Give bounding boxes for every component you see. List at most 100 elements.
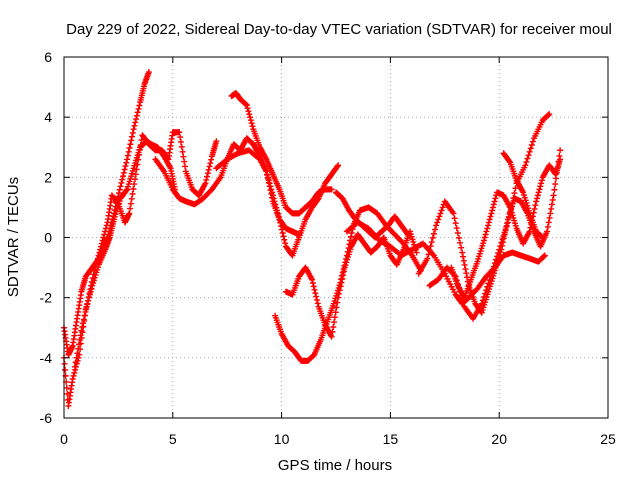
data-point bbox=[438, 207, 445, 214]
data-point bbox=[491, 260, 498, 267]
data-point bbox=[545, 111, 552, 118]
data-point bbox=[459, 249, 466, 256]
data-point bbox=[96, 249, 103, 256]
data-point bbox=[116, 186, 123, 193]
data-point bbox=[131, 122, 138, 129]
data-point bbox=[482, 231, 489, 238]
data-point bbox=[134, 161, 141, 168]
data-point bbox=[74, 350, 81, 357]
data-point bbox=[130, 185, 137, 192]
data-point bbox=[453, 225, 460, 232]
data-point bbox=[427, 243, 434, 250]
data-point bbox=[275, 213, 282, 220]
data-point bbox=[534, 195, 541, 202]
data-point bbox=[181, 158, 188, 165]
data-point bbox=[502, 226, 509, 233]
data-point bbox=[127, 200, 134, 207]
data-point bbox=[247, 117, 254, 124]
data-point bbox=[330, 323, 337, 330]
data-point bbox=[544, 228, 551, 235]
data-point bbox=[487, 213, 494, 220]
data-point bbox=[538, 233, 545, 240]
data-point bbox=[551, 186, 558, 193]
data-point bbox=[523, 158, 530, 165]
data-point bbox=[94, 255, 101, 262]
data-point bbox=[120, 173, 127, 180]
data-point bbox=[510, 195, 517, 202]
data-point bbox=[123, 159, 130, 166]
data-point bbox=[276, 216, 283, 223]
data-point bbox=[73, 354, 80, 361]
data-point bbox=[425, 251, 432, 258]
data-point bbox=[485, 219, 492, 226]
data-point bbox=[455, 234, 462, 241]
y-axis-title: SDTVAR / TECUs bbox=[5, 177, 22, 297]
y-tick-label: 0 bbox=[44, 230, 52, 246]
data-point bbox=[424, 255, 431, 262]
data-point bbox=[328, 186, 335, 193]
data-point bbox=[544, 223, 551, 230]
data-point bbox=[69, 375, 76, 382]
data-point bbox=[122, 163, 129, 170]
data-point bbox=[269, 189, 276, 196]
data-point bbox=[88, 282, 95, 289]
data-point bbox=[277, 219, 284, 226]
data-point bbox=[498, 239, 505, 246]
data-point bbox=[335, 290, 342, 297]
data-point bbox=[133, 116, 140, 123]
data-point bbox=[490, 263, 497, 270]
data-point bbox=[436, 213, 443, 220]
data-point bbox=[71, 369, 78, 376]
data-point bbox=[202, 180, 209, 187]
data-point bbox=[314, 300, 321, 307]
data-point bbox=[484, 225, 491, 232]
data-point bbox=[123, 187, 130, 194]
data-point bbox=[75, 341, 82, 348]
data-point bbox=[182, 163, 189, 170]
data-point bbox=[127, 141, 134, 148]
data-point bbox=[243, 102, 250, 109]
data-point bbox=[70, 372, 77, 379]
data-point bbox=[481, 234, 488, 241]
data-point bbox=[213, 138, 220, 145]
data-point bbox=[129, 190, 136, 197]
data-point bbox=[89, 275, 96, 282]
data-point bbox=[439, 204, 446, 211]
data-point bbox=[486, 216, 493, 223]
data-point bbox=[208, 156, 215, 163]
x-axis-title: GPS time / hours bbox=[278, 457, 392, 474]
data-point bbox=[92, 264, 99, 271]
data-point bbox=[435, 216, 442, 223]
data-point bbox=[61, 360, 68, 367]
y-tick-label: 2 bbox=[44, 169, 52, 185]
data-point bbox=[93, 261, 100, 268]
data-point bbox=[119, 176, 126, 183]
data-point bbox=[279, 229, 286, 236]
data-point bbox=[454, 229, 461, 236]
data-point bbox=[272, 201, 279, 208]
data-point bbox=[179, 148, 186, 155]
data-point bbox=[526, 228, 533, 235]
data-point bbox=[488, 210, 495, 217]
data-point bbox=[129, 133, 135, 140]
data-point bbox=[462, 266, 469, 273]
chart-title: Day 229 of 2022, Sidereal Day-to-day VTE… bbox=[66, 21, 612, 38]
data-point bbox=[98, 240, 105, 247]
data-point bbox=[136, 146, 143, 153]
data-point bbox=[500, 232, 507, 239]
data-point bbox=[176, 129, 183, 136]
data-point bbox=[538, 177, 545, 184]
data-point bbox=[332, 309, 339, 316]
grid bbox=[64, 57, 608, 418]
data-point bbox=[348, 229, 355, 236]
data-point bbox=[133, 166, 140, 173]
data-point bbox=[63, 384, 70, 391]
series-track-b bbox=[61, 138, 178, 409]
y-tick-label: -6 bbox=[40, 410, 53, 426]
data-point bbox=[130, 126, 137, 133]
data-point bbox=[503, 222, 510, 229]
data-point bbox=[547, 210, 554, 217]
data-point bbox=[458, 244, 465, 251]
data-points bbox=[61, 69, 564, 409]
